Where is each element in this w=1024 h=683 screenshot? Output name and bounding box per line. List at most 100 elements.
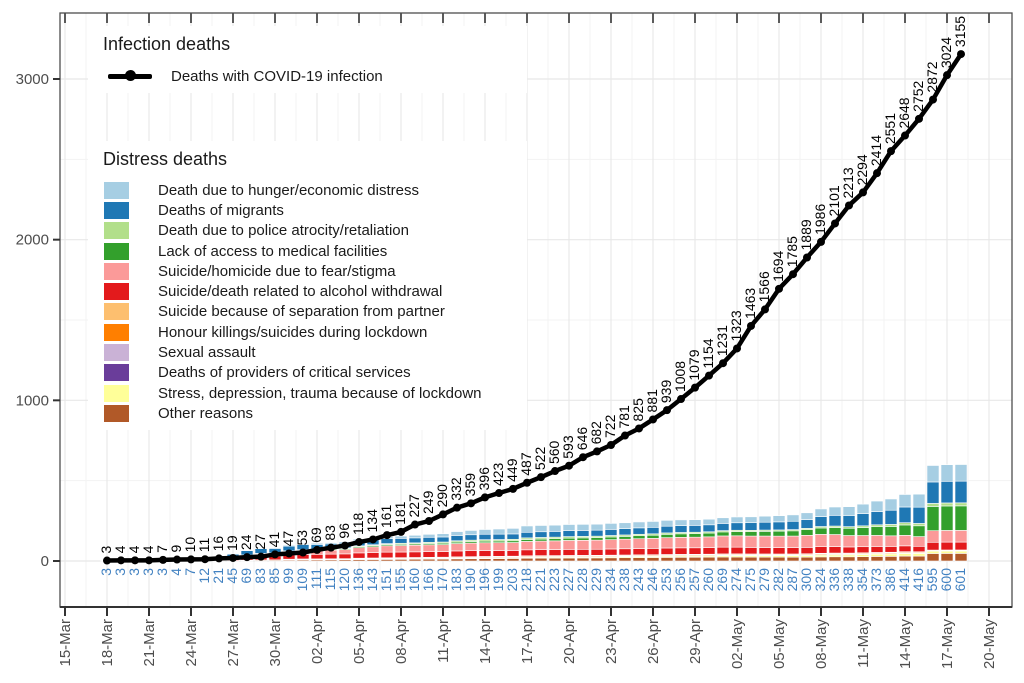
stacked-bar bbox=[772, 515, 786, 562]
distress-legend-item: Death due to hunger/economic distress bbox=[103, 180, 527, 200]
infection-value-label: 2414 bbox=[868, 135, 884, 166]
bar-segment bbox=[450, 550, 464, 558]
infection-value-label: 560 bbox=[546, 440, 562, 464]
stacked-bar bbox=[912, 493, 926, 562]
bar-segment bbox=[562, 530, 576, 537]
distress-value-label: 228 bbox=[574, 568, 590, 592]
infection-point bbox=[439, 510, 447, 519]
distress-value-label: 120 bbox=[336, 568, 352, 592]
legend-swatch-icon bbox=[103, 180, 130, 200]
bar-segment bbox=[856, 503, 870, 514]
infection-value-label: 2872 bbox=[924, 61, 940, 92]
bar-segment bbox=[884, 509, 898, 525]
stacked-bar bbox=[548, 524, 562, 562]
bar-segment bbox=[828, 546, 842, 554]
bar-segment bbox=[786, 547, 800, 555]
infection-value-label: 249 bbox=[420, 490, 436, 514]
infection-point bbox=[593, 447, 601, 456]
legend-swatch-icon bbox=[103, 241, 130, 261]
bar-segment bbox=[450, 531, 464, 536]
distress-value-label: 136 bbox=[350, 568, 366, 592]
bar-segment bbox=[730, 522, 744, 531]
infection-value-label: 2213 bbox=[840, 167, 856, 198]
infection-point bbox=[537, 473, 545, 482]
bar-segment bbox=[576, 540, 590, 550]
bar-segment bbox=[604, 523, 618, 530]
distress-legend-item-label: Honour killings/suicides during lockdown bbox=[158, 323, 428, 341]
bar-segment bbox=[604, 557, 618, 562]
infection-value-label: 9 bbox=[168, 545, 184, 553]
bar-segment bbox=[394, 538, 408, 544]
distress-value-label: 12 bbox=[196, 568, 212, 584]
bar-segment bbox=[646, 538, 660, 549]
distress-value-label: 143 bbox=[364, 568, 380, 592]
distress-value-label: 324 bbox=[812, 568, 828, 592]
bar-segment bbox=[772, 547, 786, 555]
infection-value-label: 781 bbox=[616, 405, 632, 429]
infection-point bbox=[691, 383, 699, 392]
bar-segment bbox=[618, 548, 632, 556]
infection-value-label: 3 bbox=[98, 546, 114, 554]
infection-value-label: 1323 bbox=[728, 310, 744, 341]
bar-segment bbox=[548, 524, 562, 532]
bar-segment bbox=[926, 503, 940, 507]
infection-point bbox=[607, 440, 615, 449]
infection-value-label: 2648 bbox=[896, 97, 912, 128]
bar-segment bbox=[786, 530, 800, 537]
stacked-bar bbox=[534, 525, 548, 562]
infection-point bbox=[789, 270, 797, 279]
bar-segment bbox=[842, 546, 856, 554]
distress-value-label: 221 bbox=[532, 568, 548, 592]
infection-value-label: 682 bbox=[588, 421, 604, 445]
bar-segment bbox=[548, 531, 562, 538]
bar-segment bbox=[506, 533, 520, 540]
bar-segment bbox=[828, 527, 842, 535]
infection-value-label: 1079 bbox=[686, 349, 702, 380]
infection-value-label: 3024 bbox=[938, 37, 954, 68]
infection-value-label: 396 bbox=[476, 467, 492, 491]
infection-value-label: 1694 bbox=[770, 250, 786, 281]
infection-value-label: 290 bbox=[434, 484, 450, 508]
x-tick-label: 20-Apr bbox=[561, 619, 578, 664]
bar-segment bbox=[898, 545, 912, 553]
distress-value-label: 601 bbox=[952, 568, 968, 592]
distress-value-label: 3 bbox=[154, 568, 170, 576]
infection-value-label: 722 bbox=[602, 414, 618, 438]
bar-segment bbox=[604, 548, 618, 556]
bar-segment bbox=[772, 521, 786, 531]
x-tick-label: 30-Mar bbox=[267, 619, 284, 667]
bar-segment bbox=[576, 530, 590, 537]
infection-point bbox=[635, 424, 643, 433]
bar-segment bbox=[800, 519, 814, 529]
bar-segment bbox=[940, 480, 954, 504]
bar-segment bbox=[408, 544, 422, 553]
bar-segment bbox=[744, 547, 758, 555]
bar-segment bbox=[394, 545, 408, 553]
bar-segment bbox=[898, 494, 912, 508]
infection-value-label: 4 bbox=[140, 545, 156, 553]
bar-segment bbox=[870, 553, 884, 557]
distress-legend-item-label: Lack of access to medical facilities bbox=[158, 242, 388, 260]
bar-segment bbox=[534, 538, 548, 542]
distress-value-label: 279 bbox=[756, 568, 772, 592]
bar-segment bbox=[730, 535, 744, 548]
bar-segment bbox=[394, 535, 408, 539]
bar-segment bbox=[954, 550, 968, 554]
distress-value-label: 69 bbox=[238, 568, 254, 584]
bar-segment bbox=[856, 527, 870, 536]
bar-segment bbox=[604, 539, 618, 550]
distress-legend-item: Suicide because of separation from partn… bbox=[103, 302, 527, 322]
distress-legend-item-label: Sexual assault bbox=[158, 344, 256, 362]
infection-point bbox=[397, 527, 405, 536]
bar-segment bbox=[814, 508, 828, 517]
bar-segment bbox=[800, 556, 814, 562]
x-tick-label: 26-Apr bbox=[645, 619, 662, 664]
infection-value-label: 1154 bbox=[700, 338, 716, 368]
x-tick-label: 14-Apr bbox=[477, 619, 494, 664]
distress-value-label: 386 bbox=[882, 568, 898, 592]
infection-value-label: 161 bbox=[378, 505, 394, 529]
bar-segment bbox=[940, 464, 954, 482]
distress-legend-item: Deaths of migrants bbox=[103, 200, 527, 220]
bar-segment bbox=[296, 543, 310, 545]
